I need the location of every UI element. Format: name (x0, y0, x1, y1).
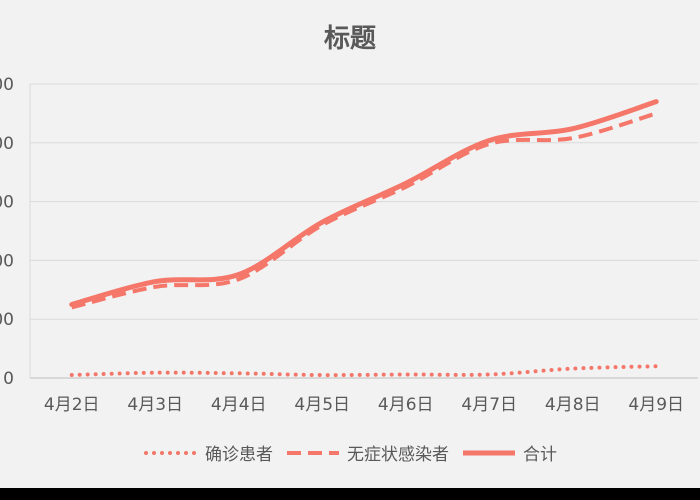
legend-swatch-dotted (144, 450, 198, 455)
x-tick-label: 4月2日 (44, 395, 100, 415)
x-tick-label: 4月3日 (127, 395, 183, 415)
series-line-total (69, 99, 659, 307)
legend-item-0: 确诊患者 (143, 440, 273, 465)
legend-swatch-dashed (287, 450, 339, 455)
gridlines (29, 83, 698, 379)
plot-area: 00000000000 4月2日4月3日4月4日4月5日4月6日4月7日4月8日… (0, 75, 698, 415)
y-tick-labels: 00000000000 (0, 75, 14, 389)
x-tick-label: 4月9日 (628, 395, 684, 415)
chart-area: 标题 00000000000 4月2日4月3日4月4日4月5日4月6日4月7日4… (0, 0, 700, 488)
series-line-confirmed (69, 364, 659, 378)
legend-item-1: 无症状感染者 (285, 440, 449, 465)
legend-item-2: 合计 (461, 440, 557, 465)
chart-title: 标题 (323, 24, 376, 54)
x-tick-labels: 4月2日 4月3日 4月4日 4月5日 4月6日 4月7日 4月8日 4月9日 (44, 395, 684, 415)
x-tick-label: 4月6日 (378, 395, 434, 415)
legend-label-2: 合计 (523, 445, 557, 465)
y-tick-label: 00 (0, 310, 14, 330)
y-tick-label: 00 (0, 251, 14, 271)
y-tick-label: 00 (0, 134, 14, 154)
series-line-asymptomatic (71, 111, 657, 310)
y-tick-label: 0 (3, 369, 14, 389)
x-tick-label: 4月7日 (461, 395, 517, 415)
series-lines (69, 99, 659, 378)
y-tick-label: 00 (0, 75, 14, 95)
x-tick-label: 4月4日 (211, 395, 267, 415)
legend: 确诊患者 无症状感染者 合计 (0, 440, 700, 465)
legend-swatch-solid (463, 450, 515, 455)
legend-label-1: 无症状感染者 (347, 445, 449, 465)
x-tick-label: 4月8日 (545, 395, 601, 415)
bottom-bar (0, 488, 700, 500)
legend-label-0: 确诊患者 (205, 445, 273, 465)
y-tick-label: 00 (0, 193, 14, 213)
x-tick-label: 4月5日 (294, 395, 350, 415)
